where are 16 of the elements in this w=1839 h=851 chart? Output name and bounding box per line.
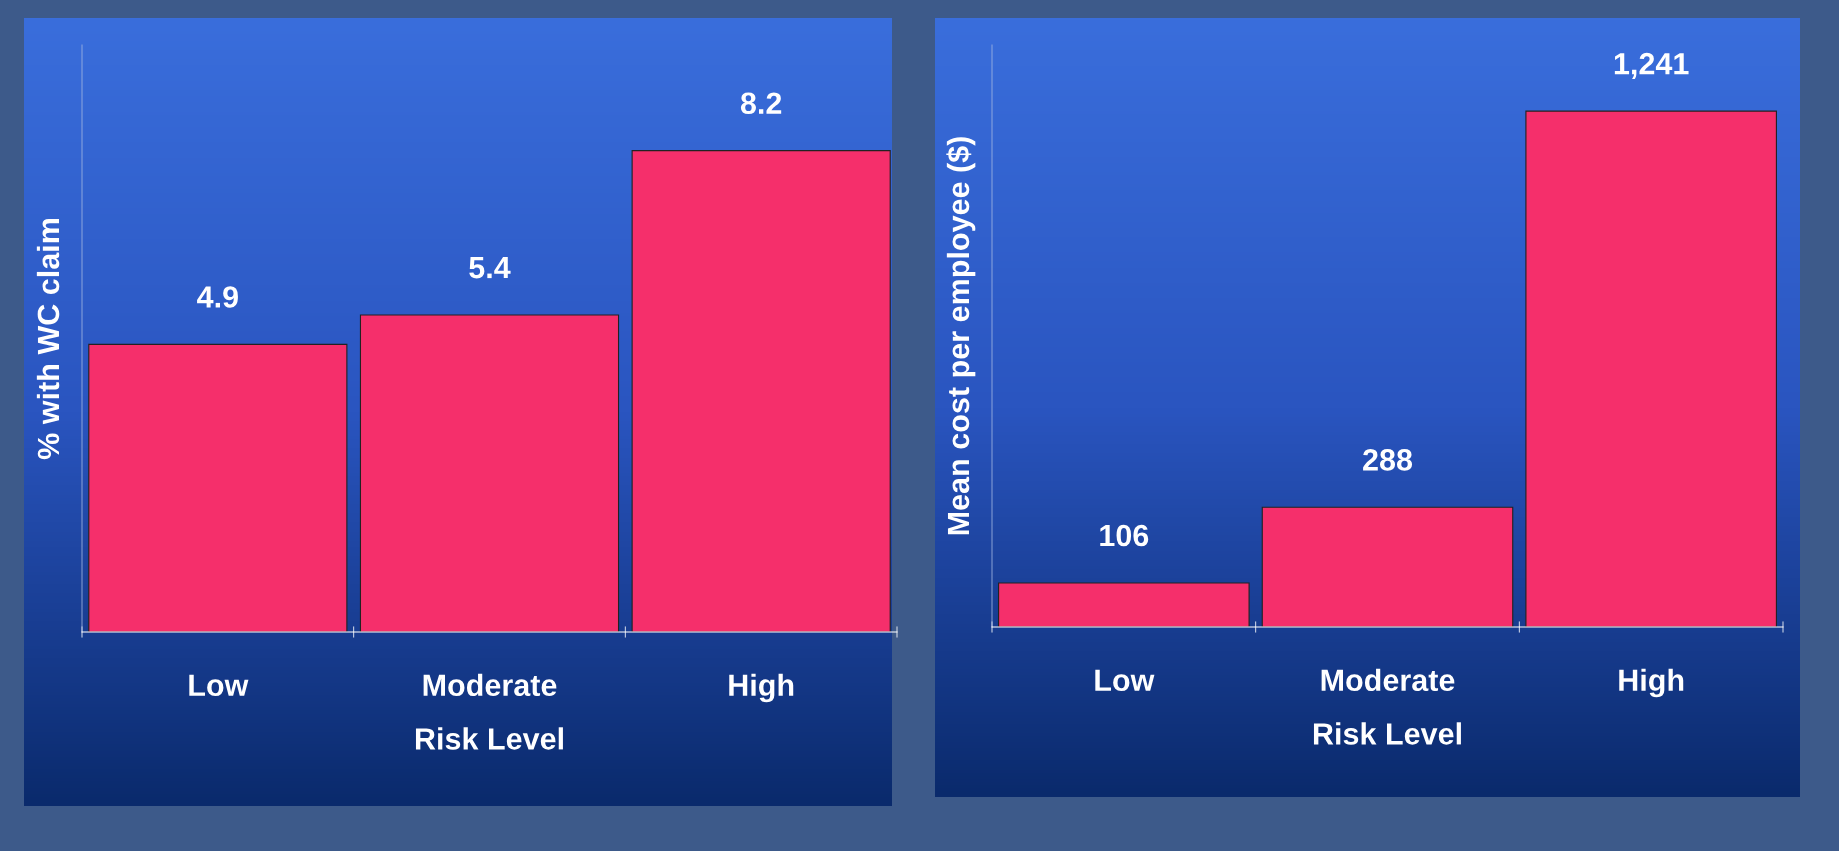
y-axis-title: % with WC claim [36, 219, 60, 460]
data-label: 106 [1100, 524, 1149, 547]
x-tick-label: Moderate [423, 673, 557, 697]
data-label: 5.4 [469, 257, 511, 279]
x-tick-label: Low [189, 674, 249, 697]
data-label: 288 [1363, 449, 1413, 471]
data-label: 8.2 [740, 92, 782, 115]
x-axis-title: Risk Level [415, 727, 563, 750]
x-tick-label: High [1619, 668, 1684, 698]
x-tick-label: Low [1095, 669, 1155, 692]
x-tick-label: Moderate [1321, 668, 1455, 692]
data-label: 1,241 [1614, 52, 1689, 79]
x-axis-title: Risk Level [1313, 722, 1461, 745]
data-label: 4.9 [197, 286, 238, 308]
y-axis-title: Mean cost per employee ($) [946, 137, 976, 535]
x-tick-label: High [729, 673, 794, 703]
